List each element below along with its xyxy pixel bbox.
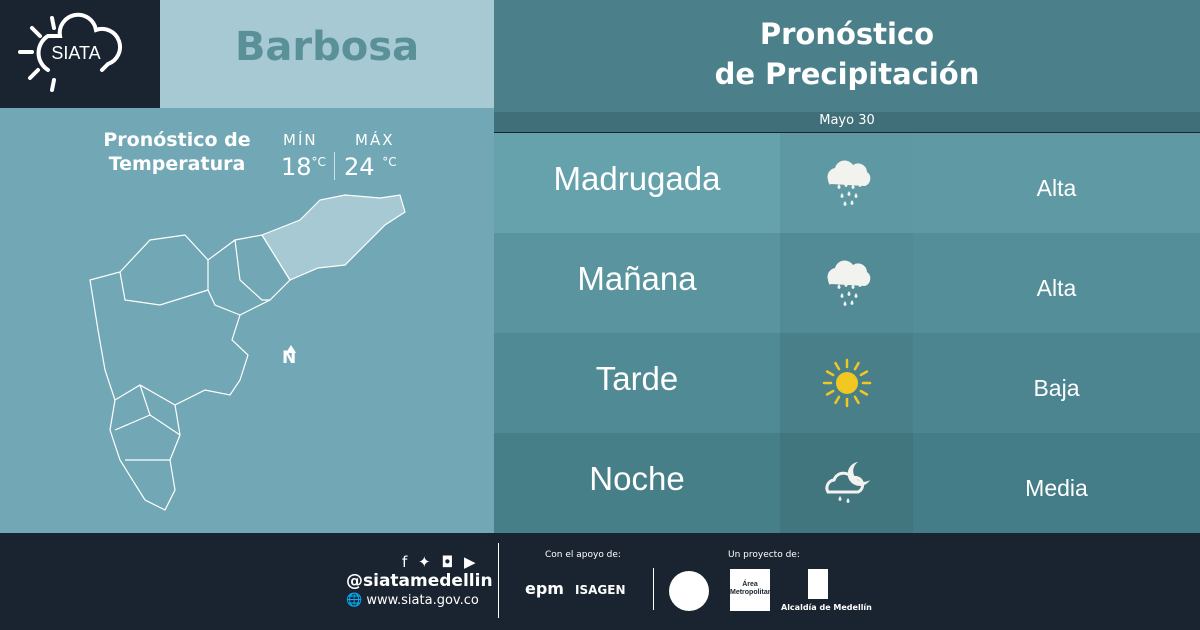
title-line: Temperatura xyxy=(108,153,246,175)
title-line: Pronóstico de xyxy=(103,129,251,151)
min-value: 18 xyxy=(281,153,312,181)
globe-icon: 🌐 xyxy=(346,593,363,608)
heavy-rain-icon xyxy=(780,133,913,233)
forecast-row: Mañana Alta xyxy=(494,233,1200,333)
period-label: Madrugada xyxy=(494,133,780,233)
min-label: MÍN xyxy=(283,131,318,149)
min-temp: 18°C xyxy=(281,153,326,181)
max-temp: 24 °C xyxy=(344,153,397,181)
social-handle[interactable]: @siatamedellin xyxy=(346,571,493,591)
forecast-date: Mayo 30 xyxy=(494,112,1200,132)
forecast-row: Noche Media xyxy=(494,433,1200,533)
forecast-header xyxy=(494,0,1200,112)
siata-logo: SIATA xyxy=(0,0,160,108)
heavy-rain-icon xyxy=(780,233,913,333)
region-map xyxy=(89,194,406,511)
unit: °C xyxy=(382,155,397,169)
divider xyxy=(334,152,335,180)
epm-logo: epm xyxy=(525,579,564,598)
precipitation-level: Alta xyxy=(913,233,1200,333)
period-label: Tarde xyxy=(494,333,780,433)
temperature-panel xyxy=(0,108,494,533)
isagen-logo: ISAGEN xyxy=(575,583,626,597)
night-cloud-rain-icon xyxy=(780,433,913,533)
title-line: Pronóstico xyxy=(759,17,935,51)
precipitation-level: Baja xyxy=(913,333,1200,433)
highlighted-municipality xyxy=(261,194,406,281)
title-line: de Precipitación xyxy=(714,57,980,91)
forecast-row: Tarde Baja xyxy=(494,333,1200,433)
temperature-title: Pronóstico de Temperatura xyxy=(96,128,258,176)
logo-text: SIATA xyxy=(51,43,100,63)
town-name: Barbosa xyxy=(234,24,420,70)
alcaldia-logo: Alcaldía de Medellín xyxy=(781,603,872,612)
precipitation-level: Media xyxy=(913,433,1200,533)
north-label: N xyxy=(282,348,297,368)
sun-icon xyxy=(780,333,913,433)
footer: f ✦ ◘ ▶ @siatamedellin 🌐 www.siata.gov.c… xyxy=(0,533,1200,630)
max-value: 24 xyxy=(344,153,375,181)
north-arrow-icon xyxy=(286,345,296,353)
social-icons[interactable]: f ✦ ◘ ▶ xyxy=(402,553,479,571)
max-label: MÁX xyxy=(355,131,395,149)
website-link[interactable]: 🌐 www.siata.gov.co xyxy=(346,593,479,608)
precipitation-level: Alta xyxy=(913,133,1200,233)
forecast-row: Madrugada Alta xyxy=(494,133,1200,233)
support-label: Con el apoyo de: xyxy=(545,550,621,560)
seal-logo xyxy=(669,571,709,611)
area-metropolitana-logo: Área Metropolitana xyxy=(730,569,770,611)
period-label: Noche xyxy=(494,433,780,533)
forecast-title: Pronóstico de Precipitación xyxy=(494,14,1200,94)
alcaldia-crest xyxy=(808,569,828,599)
period-label: Mañana xyxy=(494,233,780,333)
website-text: www.siata.gov.co xyxy=(366,593,479,608)
project-label: Un proyecto de: xyxy=(728,550,800,560)
unit: °C xyxy=(311,155,326,169)
